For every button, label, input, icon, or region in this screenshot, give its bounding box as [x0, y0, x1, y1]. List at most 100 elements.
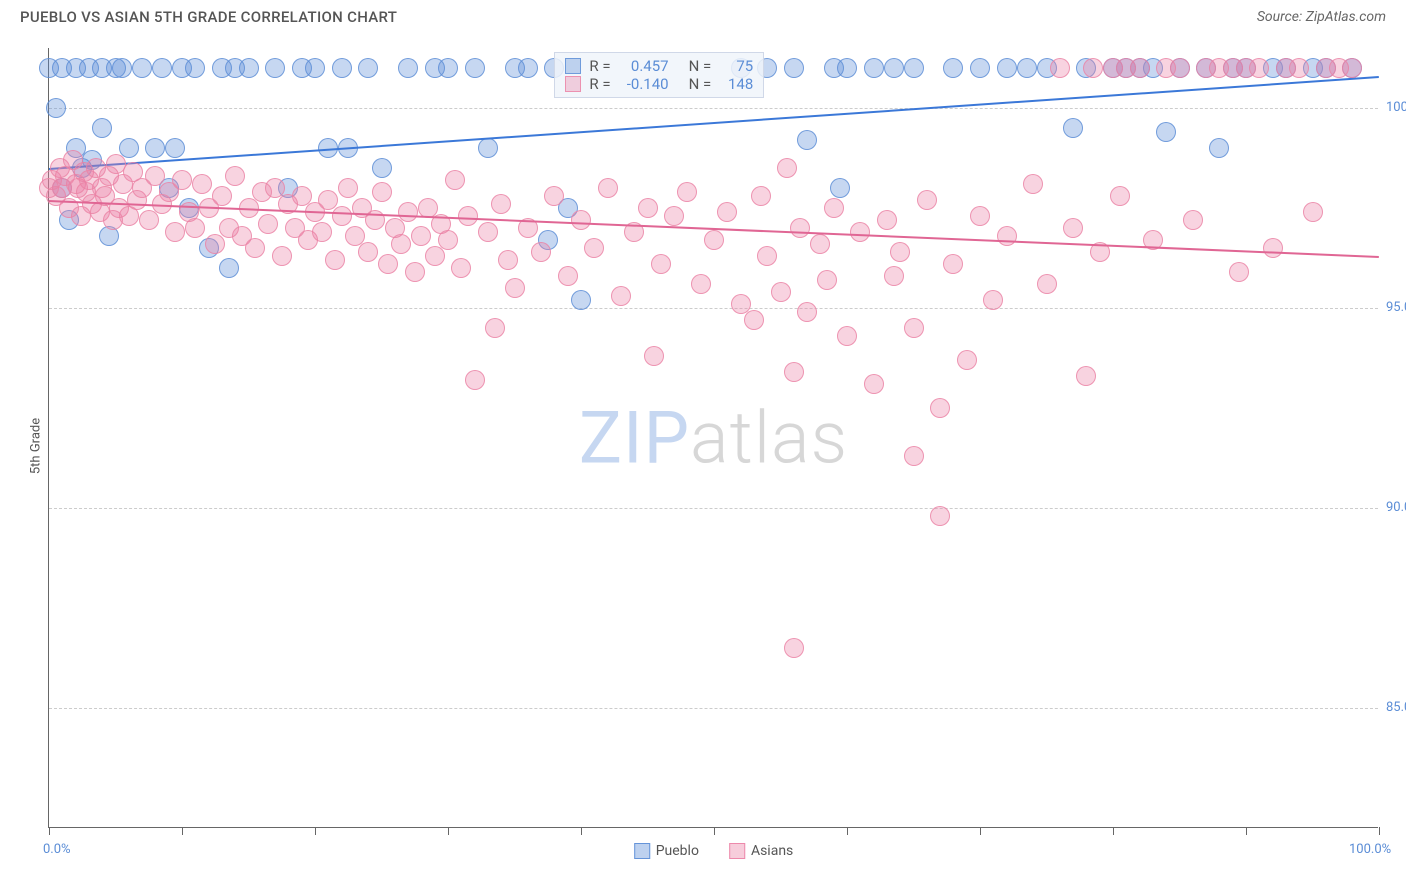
data-point	[185, 218, 205, 238]
data-point	[1249, 58, 1269, 78]
data-point	[904, 446, 924, 466]
data-point	[205, 234, 225, 254]
data-point	[458, 206, 478, 226]
x-tick	[448, 827, 449, 835]
data-point	[325, 250, 345, 270]
y-tick-label: 90.0%	[1386, 500, 1406, 515]
data-point	[1083, 58, 1103, 78]
data-point	[771, 282, 791, 302]
stats-legend: R =0.457N =75R =-0.140N =148	[554, 52, 764, 98]
data-point	[751, 186, 771, 206]
data-point	[145, 138, 165, 158]
data-point	[797, 302, 817, 322]
data-point	[744, 310, 764, 330]
data-point	[837, 326, 857, 346]
data-point	[372, 158, 392, 178]
data-point	[518, 58, 538, 78]
x-tick	[1246, 827, 1247, 835]
data-point	[445, 170, 465, 190]
legend-n-prefix: N =	[689, 57, 712, 75]
data-point	[498, 250, 518, 270]
data-point	[790, 218, 810, 238]
data-point	[784, 58, 804, 78]
data-point	[312, 222, 332, 242]
legend-n-value: 148	[719, 75, 753, 93]
data-point	[139, 210, 159, 230]
y-tick-label: 95.0%	[1386, 300, 1406, 315]
data-point	[930, 506, 950, 526]
data-point	[338, 178, 358, 198]
data-point	[1063, 118, 1083, 138]
data-point	[884, 266, 904, 286]
data-point	[112, 58, 132, 78]
y-tick-label: 100.0%	[1386, 100, 1406, 115]
data-point	[1289, 58, 1309, 78]
data-point	[784, 362, 804, 382]
data-point	[884, 58, 904, 78]
data-point	[358, 242, 378, 262]
data-point	[691, 274, 711, 294]
data-point	[272, 246, 292, 266]
y-axis-label: 5th Grade	[29, 418, 44, 474]
data-point	[172, 170, 192, 190]
x-tick	[182, 827, 183, 835]
data-point	[558, 266, 578, 286]
data-point	[152, 58, 172, 78]
data-point	[165, 222, 185, 242]
x-tick-label: 0.0%	[43, 842, 71, 857]
data-point	[943, 58, 963, 78]
data-point	[824, 198, 844, 218]
data-point	[465, 370, 485, 390]
data-point	[225, 166, 245, 186]
data-point	[717, 202, 737, 222]
legend-r-prefix: R =	[589, 57, 610, 75]
data-point	[784, 638, 804, 658]
gridline	[49, 708, 1378, 709]
data-point	[864, 58, 884, 78]
data-point	[837, 58, 857, 78]
data-point	[132, 58, 152, 78]
data-point	[451, 258, 471, 278]
data-point	[1263, 238, 1283, 258]
data-point	[611, 286, 631, 306]
chart-title: PUEBLO VS ASIAN 5TH GRADE CORRELATION CH…	[20, 8, 397, 26]
data-point	[970, 206, 990, 226]
data-point	[398, 58, 418, 78]
x-tick	[1113, 827, 1114, 835]
legend-r-prefix: R =	[589, 75, 610, 93]
data-point	[917, 190, 937, 210]
gridline	[49, 108, 1378, 109]
data-point	[850, 222, 870, 242]
x-tick	[980, 827, 981, 835]
data-point	[265, 58, 285, 78]
data-point	[797, 130, 817, 150]
series-legend-label: Pueblo	[656, 843, 699, 859]
data-point	[438, 230, 458, 250]
data-point	[943, 254, 963, 274]
watermark-zip: ZIP	[579, 395, 690, 480]
data-point	[810, 234, 830, 254]
data-point	[571, 210, 591, 230]
gridline	[49, 308, 1378, 309]
stats-legend-row: R =-0.140N =148	[565, 75, 753, 93]
data-point	[817, 270, 837, 290]
data-point	[830, 178, 850, 198]
data-point	[411, 226, 431, 246]
data-point	[864, 374, 884, 394]
data-point	[391, 234, 411, 254]
data-point	[398, 202, 418, 222]
data-point	[92, 118, 112, 138]
legend-swatch-icon	[729, 843, 745, 859]
data-point	[438, 58, 458, 78]
x-tick	[49, 827, 50, 835]
data-point	[1342, 58, 1362, 78]
data-point	[890, 242, 910, 262]
legend-r-value: -0.140	[619, 75, 669, 93]
x-tick	[1379, 827, 1380, 835]
data-point	[1303, 202, 1323, 222]
data-point	[1130, 58, 1150, 78]
chart-header: PUEBLO VS ASIAN 5TH GRADE CORRELATION CH…	[0, 0, 1406, 34]
data-point	[1037, 274, 1057, 294]
data-point	[119, 138, 139, 158]
data-point	[332, 206, 352, 226]
